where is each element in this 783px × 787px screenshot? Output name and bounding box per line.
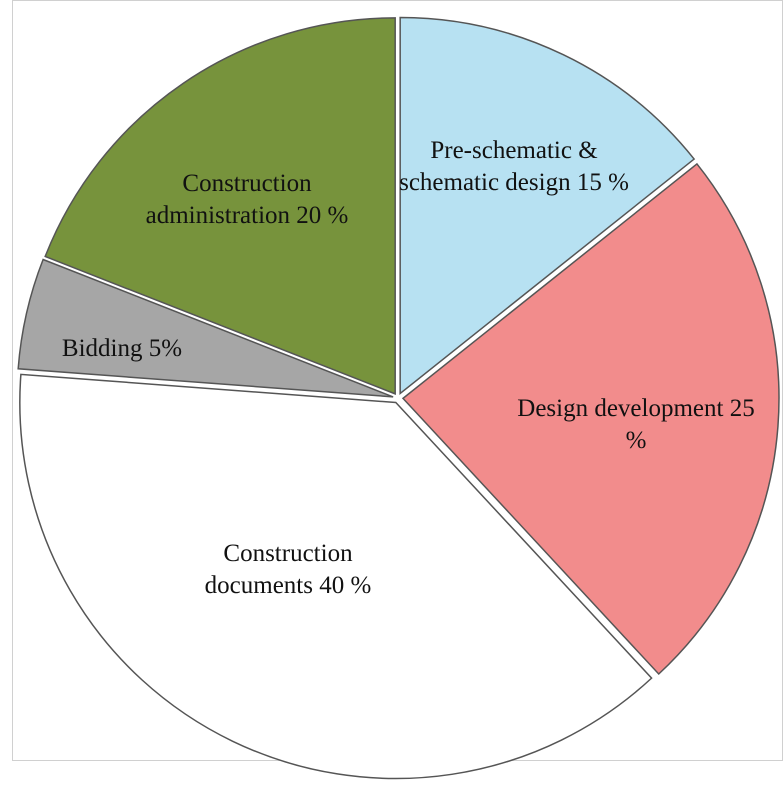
slice-label: Construction administration 20 % — [112, 168, 382, 232]
pie-slice — [44, 17, 396, 395]
category-label: Pre-schematic & schematic design — [399, 137, 598, 196]
slice-label: Pre-schematic & schematic design 15 % — [399, 135, 629, 199]
value-label: 40 % — [319, 572, 372, 599]
value-label: 5% — [148, 335, 183, 362]
value-label: 15 % — [576, 169, 629, 196]
slice-label: Design development 25 % — [511, 393, 761, 457]
category-label: Construction documents — [204, 540, 353, 599]
slice-label: Construction documents 40 % — [198, 538, 378, 602]
pie-slice — [399, 16, 696, 396]
category-label: Design development — [517, 395, 724, 422]
pie-slice — [17, 258, 394, 398]
category-label: Construction administration — [145, 170, 312, 229]
value-label: 20 % — [296, 202, 349, 229]
value-label: 25 % — [625, 395, 755, 454]
pie-slice — [19, 373, 653, 780]
category-label: Bidding — [61, 335, 143, 362]
slice-label: Bidding 5% — [22, 333, 222, 365]
pie-slice — [401, 162, 780, 676]
